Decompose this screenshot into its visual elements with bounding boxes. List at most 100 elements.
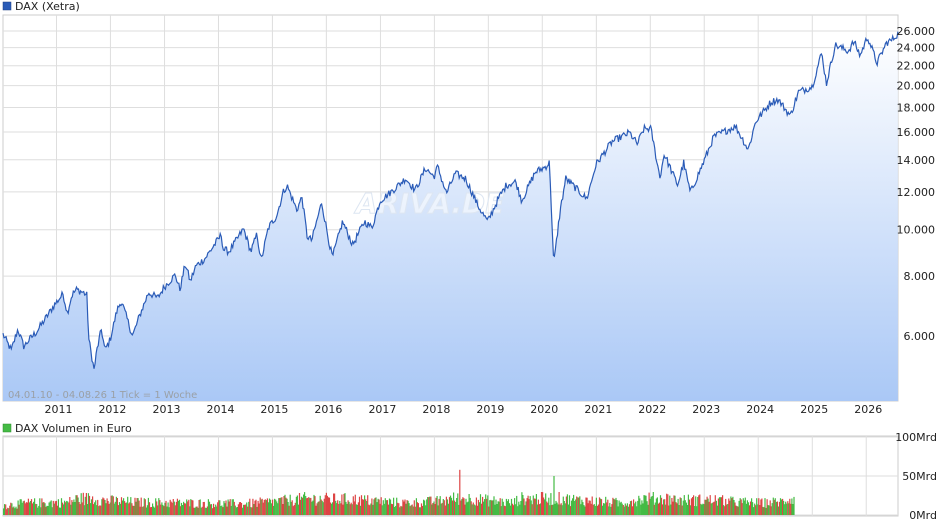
volume-bar	[63, 504, 65, 515]
volume-bar	[389, 499, 392, 515]
volume-bar	[527, 495, 529, 515]
volume-bar	[500, 506, 502, 515]
volume-bar	[28, 502, 31, 515]
volume-bar	[297, 504, 299, 515]
volume-bar	[678, 505, 680, 515]
volume-bar	[229, 499, 231, 515]
volume-bar	[734, 502, 736, 515]
volume-bar	[209, 504, 212, 515]
volume-bar	[454, 500, 456, 515]
volume-bar	[653, 504, 655, 515]
volume-bar	[480, 503, 483, 515]
volume-bar	[109, 502, 111, 515]
volume-bar	[226, 506, 228, 515]
volume-bar	[203, 501, 205, 515]
volume-bar	[519, 504, 521, 515]
volume-bar	[206, 506, 208, 515]
volume-bar	[539, 503, 542, 515]
volume-bar	[225, 500, 227, 515]
volume-bar	[156, 501, 158, 515]
volume-bar	[758, 498, 760, 515]
volume-bar	[180, 502, 183, 515]
volume-bar	[432, 503, 434, 515]
volume-bar	[656, 497, 658, 515]
volume-bar	[275, 499, 277, 515]
volume-bar	[250, 507, 252, 515]
volume-bar	[598, 497, 601, 515]
volume-bar	[762, 506, 764, 515]
volume-bar	[545, 493, 547, 515]
volume-bar	[199, 499, 201, 515]
volume-bar	[690, 498, 693, 515]
volume-bar	[48, 502, 50, 515]
volume-bar	[577, 497, 579, 515]
volume-bar	[458, 504, 460, 515]
volume-bar	[323, 498, 325, 515]
volume-bar	[227, 499, 229, 515]
volume-bar	[383, 503, 385, 515]
volume-bar	[6, 509, 8, 515]
volume-bar	[718, 497, 721, 515]
volume-bar	[77, 497, 79, 515]
volume-bar	[251, 507, 253, 515]
volume-bar	[412, 506, 414, 515]
volume-bar	[623, 506, 625, 515]
volume-bar	[549, 505, 551, 515]
volume-bar	[614, 499, 616, 515]
volume-bar	[607, 499, 609, 515]
volume-bar	[353, 501, 355, 515]
volume-bar	[424, 500, 426, 515]
volume-bar	[39, 498, 41, 515]
price-y-axis: 6.000 8.000 10.000 12.000 14.000 16.000 18.000…	[897, 25, 936, 343]
volume-bar	[461, 498, 463, 515]
volume-bar	[445, 496, 447, 515]
volume-bar	[701, 504, 703, 515]
volume-bar	[580, 504, 582, 515]
volume-bar	[586, 497, 588, 515]
volume-bar	[561, 505, 563, 515]
volume-bar	[463, 498, 465, 515]
volume-bars	[3, 469, 795, 515]
volume-bar	[676, 503, 678, 515]
volume-bar	[452, 500, 454, 515]
volume-bar	[194, 507, 196, 515]
volume-bar	[336, 503, 338, 515]
volume-bar	[197, 507, 199, 515]
volume-bar	[16, 508, 18, 515]
volume-bar	[246, 502, 248, 515]
volume-bar	[464, 504, 466, 515]
volume-bar	[419, 507, 422, 515]
volume-bar	[139, 506, 141, 515]
volume-bar	[743, 500, 745, 515]
volume-bar	[191, 499, 193, 515]
volume-bar	[475, 497, 477, 515]
volume-bar	[86, 504, 88, 515]
volume-bar	[148, 502, 151, 515]
volume-bar	[153, 506, 155, 515]
volume-bar	[386, 500, 388, 515]
volume-bar	[429, 496, 431, 515]
volume-bar	[300, 496, 303, 515]
volume-bar	[287, 502, 289, 515]
volume-bar	[686, 505, 688, 515]
volume-bar	[302, 497, 304, 515]
volume-bar	[269, 499, 272, 515]
volume-bar	[198, 500, 200, 515]
x-tick-label: 2016	[314, 403, 342, 416]
volume-bar	[457, 493, 459, 515]
volume-bar	[126, 502, 128, 515]
volume-bar	[510, 498, 513, 515]
volume-bar	[492, 500, 494, 515]
volume-bar	[45, 506, 47, 515]
volume-bar	[540, 492, 543, 515]
price-y-tick-label: 24.000	[897, 42, 936, 55]
volume-bar	[362, 499, 364, 515]
volume-bar	[235, 507, 237, 515]
volume-bar	[349, 504, 351, 515]
volume-bar	[13, 506, 15, 515]
volume-bar	[468, 494, 470, 515]
volume-bar	[555, 500, 557, 515]
volume-bar	[777, 506, 779, 515]
volume-bar	[189, 506, 191, 515]
volume-bar	[625, 505, 627, 515]
